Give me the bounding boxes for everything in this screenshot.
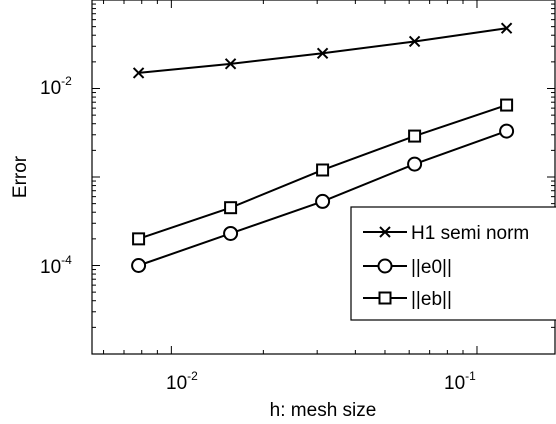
data-point-circle-marker — [499, 123, 515, 139]
legend-label-h1: H1 semi norm — [411, 223, 529, 244]
y-tick-exp: -4 — [61, 253, 72, 267]
data-point-square-marker — [316, 163, 330, 177]
data-point-square-marker — [132, 232, 146, 246]
series-x — [132, 22, 513, 79]
data-point-x-marker — [500, 22, 513, 34]
y-tick-base: 10 — [40, 78, 61, 99]
legend-marker-circle — [377, 258, 393, 274]
y-tick-exp: -2 — [61, 74, 72, 88]
data-point-square-marker — [408, 129, 422, 143]
data-point-square-marker — [500, 98, 514, 112]
data-point-x-marker — [132, 67, 145, 79]
series-square — [132, 98, 514, 246]
x-tick-exp: -2 — [187, 369, 198, 383]
legend-marker-square — [378, 291, 392, 305]
y-axis-label: Error — [10, 155, 31, 198]
series-circle — [131, 123, 515, 273]
legend-label-e0: ||e0|| — [411, 257, 452, 278]
series-group — [131, 22, 515, 273]
x-tick-base: 10 — [166, 373, 187, 394]
y-tick-label-1e-4: 10-4 — [40, 253, 72, 278]
data-point-circle-marker — [315, 193, 331, 209]
y-tick-base: 10 — [40, 257, 61, 278]
x-tick-label-1e-1: 10-1 — [444, 369, 476, 394]
legend-marker-x — [379, 226, 391, 238]
x-tick-base: 10 — [444, 373, 465, 394]
legend-label-eb: ||eb|| — [411, 289, 452, 310]
x-axis-label: h: mesh size — [270, 400, 377, 421]
data-point-circle-marker — [407, 156, 423, 172]
ticks — [92, 0, 555, 355]
data-point-circle-marker — [131, 258, 147, 273]
legend: H1 semi norm ||e0|| ||eb|| — [350, 206, 556, 321]
data-point-circle-marker — [223, 225, 239, 241]
y-tick-label-1e-2: 10-2 — [40, 74, 72, 99]
data-point-x-marker — [408, 35, 421, 48]
data-point-square-marker — [224, 201, 238, 215]
x-tick-label-1e-2: 10-2 — [166, 369, 198, 394]
x-tick-exp: -1 — [465, 369, 476, 383]
data-point-x-marker — [316, 47, 329, 59]
data-point-x-marker — [224, 58, 237, 70]
